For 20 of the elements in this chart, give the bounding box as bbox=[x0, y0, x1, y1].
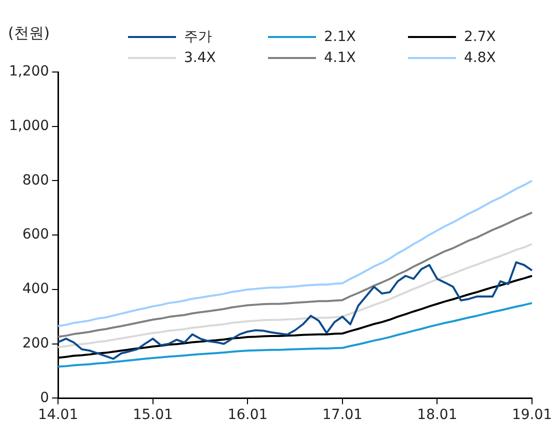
y-tick-label: 1,200 bbox=[8, 64, 50, 80]
y-tick-label: 1,000 bbox=[8, 118, 50, 134]
x-tick-label: 14.01 bbox=[38, 407, 78, 424]
x-tick-label: 17.01 bbox=[322, 407, 362, 424]
legend-label: 3.4X bbox=[184, 50, 216, 66]
x-tick-label: 19.01 bbox=[512, 407, 552, 424]
legend-label: 4.1X bbox=[324, 50, 356, 66]
legend-label: 2.1X bbox=[324, 29, 356, 45]
x-tick-label: 18.01 bbox=[417, 407, 458, 424]
legend-label: 주가 bbox=[184, 28, 212, 46]
y-tick-label: 800 bbox=[22, 172, 50, 188]
x-tick-label: 16.01 bbox=[228, 407, 268, 424]
y-tick-label: 200 bbox=[22, 335, 50, 352]
x-tick-label: 15.01 bbox=[132, 407, 173, 424]
legend-label: 4.8X bbox=[464, 50, 496, 66]
y-tick-label: 0 bbox=[40, 390, 50, 406]
y-tick-label: 400 bbox=[22, 281, 50, 298]
y-tick-label: 600 bbox=[22, 226, 50, 243]
legend-label: 2.7X bbox=[464, 29, 496, 45]
y-axis-title: (천원) bbox=[8, 24, 50, 43]
